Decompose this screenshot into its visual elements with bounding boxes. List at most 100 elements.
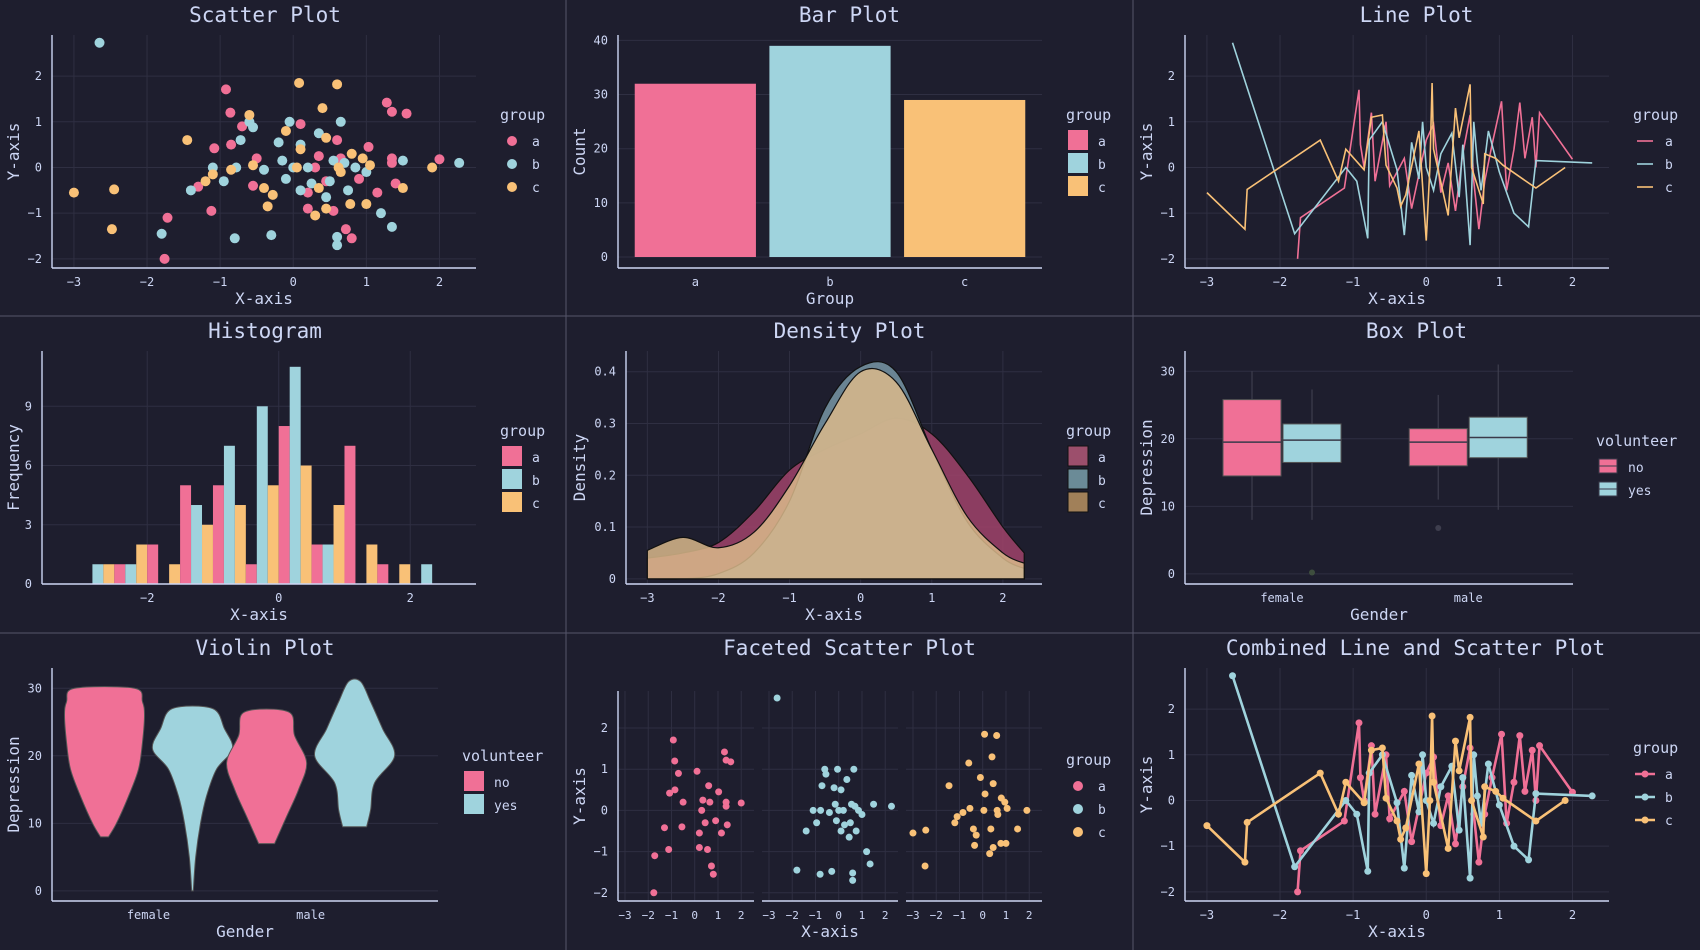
y-tick-label: 0: [1168, 793, 1175, 807]
scatter-point-b: [386, 221, 397, 232]
scatter-point-a: [225, 107, 236, 118]
facet-point-b: [845, 833, 853, 841]
combined-point-c: [1342, 778, 1350, 786]
scatter-point-c: [207, 169, 218, 180]
scatter-point-c: [109, 184, 120, 195]
scatter-point-c: [267, 189, 278, 200]
facet-point-c: [1014, 825, 1022, 833]
x-tick-label: b: [826, 275, 833, 289]
scatter-point-c: [244, 109, 255, 120]
facet-point-c: [972, 831, 980, 839]
facet-point-b: [841, 821, 849, 829]
legend-label: a: [532, 451, 540, 466]
y-axis-label: Depression: [4, 736, 23, 832]
x-tick-label: −3: [762, 909, 775, 922]
y-tick-label: 0: [1168, 567, 1175, 581]
combined-point-c: [1466, 713, 1474, 721]
legend-key-c: [1068, 176, 1088, 196]
combined-point-b: [1229, 672, 1237, 680]
scatter-point-a: [248, 180, 259, 191]
scatter-point-b: [266, 230, 277, 241]
scatter-point-a: [313, 151, 324, 162]
combined-point-c: [1430, 778, 1438, 786]
hist-bar-b: [191, 505, 203, 584]
x-tick-label: −2: [642, 909, 655, 922]
scatter-point-a: [220, 84, 231, 95]
scatter-point-b: [332, 231, 343, 242]
facet-point-b: [816, 870, 824, 878]
box-female-yes: [1282, 423, 1342, 463]
facet-point-a: [723, 821, 731, 829]
facet-point-a: [671, 786, 679, 794]
y-tick-label: −1: [28, 206, 42, 220]
legend-label: c: [1665, 814, 1673, 829]
combined-point-c: [1203, 822, 1211, 830]
scatter-point-a: [390, 178, 401, 189]
y-tick-label: 2: [1168, 69, 1175, 83]
combined-point-c: [1415, 760, 1423, 768]
combined-point-b: [1430, 819, 1438, 827]
hist-bar-a: [147, 544, 159, 584]
y-tick-label: 1: [601, 762, 608, 776]
x-tick-label: 0: [835, 909, 842, 922]
scatter-point-a: [237, 121, 248, 132]
scatter-point-a: [372, 187, 383, 198]
x-tick-label: male: [296, 908, 325, 922]
legend-label: yes: [1628, 484, 1651, 499]
scatter-point-c: [291, 162, 302, 173]
facet-point-a: [693, 767, 701, 775]
facet-point-b: [793, 866, 801, 874]
facet-point-c: [922, 826, 930, 834]
hist-bar-c: [103, 564, 115, 584]
facet-point-c: [965, 759, 973, 767]
scatter-point-a: [226, 139, 237, 150]
scatter-point-c: [365, 160, 375, 171]
facet-point-a: [666, 789, 674, 797]
facet-point-b: [818, 782, 826, 790]
chart-title: Line Plot: [1360, 3, 1474, 27]
legend-label: b: [1098, 803, 1106, 818]
legend-label: b: [1665, 791, 1673, 806]
combined-point-c: [1397, 835, 1405, 843]
scatter-point-b: [324, 176, 335, 187]
scatter-point-a: [381, 97, 392, 108]
scatter-point-b: [207, 162, 218, 173]
legend-key-no: [464, 771, 484, 791]
combined-point-c: [1444, 844, 1452, 852]
legend-label: c: [1098, 497, 1106, 512]
scatter-point-b: [185, 185, 196, 196]
scatter-point-b: [332, 240, 343, 251]
x-axis-label: Gender: [216, 922, 274, 941]
facet-point-c: [953, 813, 961, 821]
legend-key-a: [1068, 130, 1088, 150]
legend-label: a: [532, 135, 540, 150]
combined-point-b: [1342, 796, 1350, 804]
x-tick-label: 1: [363, 275, 370, 289]
scatter-point-c: [259, 183, 269, 194]
scatter-point-b: [248, 122, 259, 133]
x-tick-label: 0: [290, 275, 297, 289]
y-tick-label: 10: [594, 196, 608, 210]
y-tick-label: 0: [35, 884, 42, 898]
combined-point-c: [1455, 767, 1463, 775]
facet-point-c: [909, 829, 917, 837]
scatter-point-c: [332, 79, 343, 90]
legend-label: c: [532, 497, 540, 512]
legend-title: group: [1066, 422, 1111, 440]
facet-point-c: [969, 825, 977, 833]
scatter-point-c: [68, 187, 79, 198]
panel-faceted-scatter-plot: Faceted Scatter PlotX-axisY-axisY-axis−3…: [570, 636, 1111, 941]
scatter-point-a: [434, 154, 445, 165]
y-tick-label: 0: [1168, 160, 1175, 174]
combined-point-c: [1479, 833, 1487, 841]
scatter-point-c: [295, 144, 306, 155]
x-tick-label: 0: [1423, 275, 1430, 289]
y-tick-label: 10: [1161, 499, 1175, 513]
legend-key-c: [502, 492, 522, 512]
scatter-point-c: [106, 224, 117, 235]
facet-point-b: [834, 765, 842, 773]
legend-title: group: [1633, 739, 1678, 757]
panel-line-plot: Line Plot X-axis Y-axis −2 −1 0 1 2 −3 −2 −1 0 1 2 gro…: [1137, 3, 1678, 308]
x-tick-label: 1: [1496, 908, 1503, 922]
